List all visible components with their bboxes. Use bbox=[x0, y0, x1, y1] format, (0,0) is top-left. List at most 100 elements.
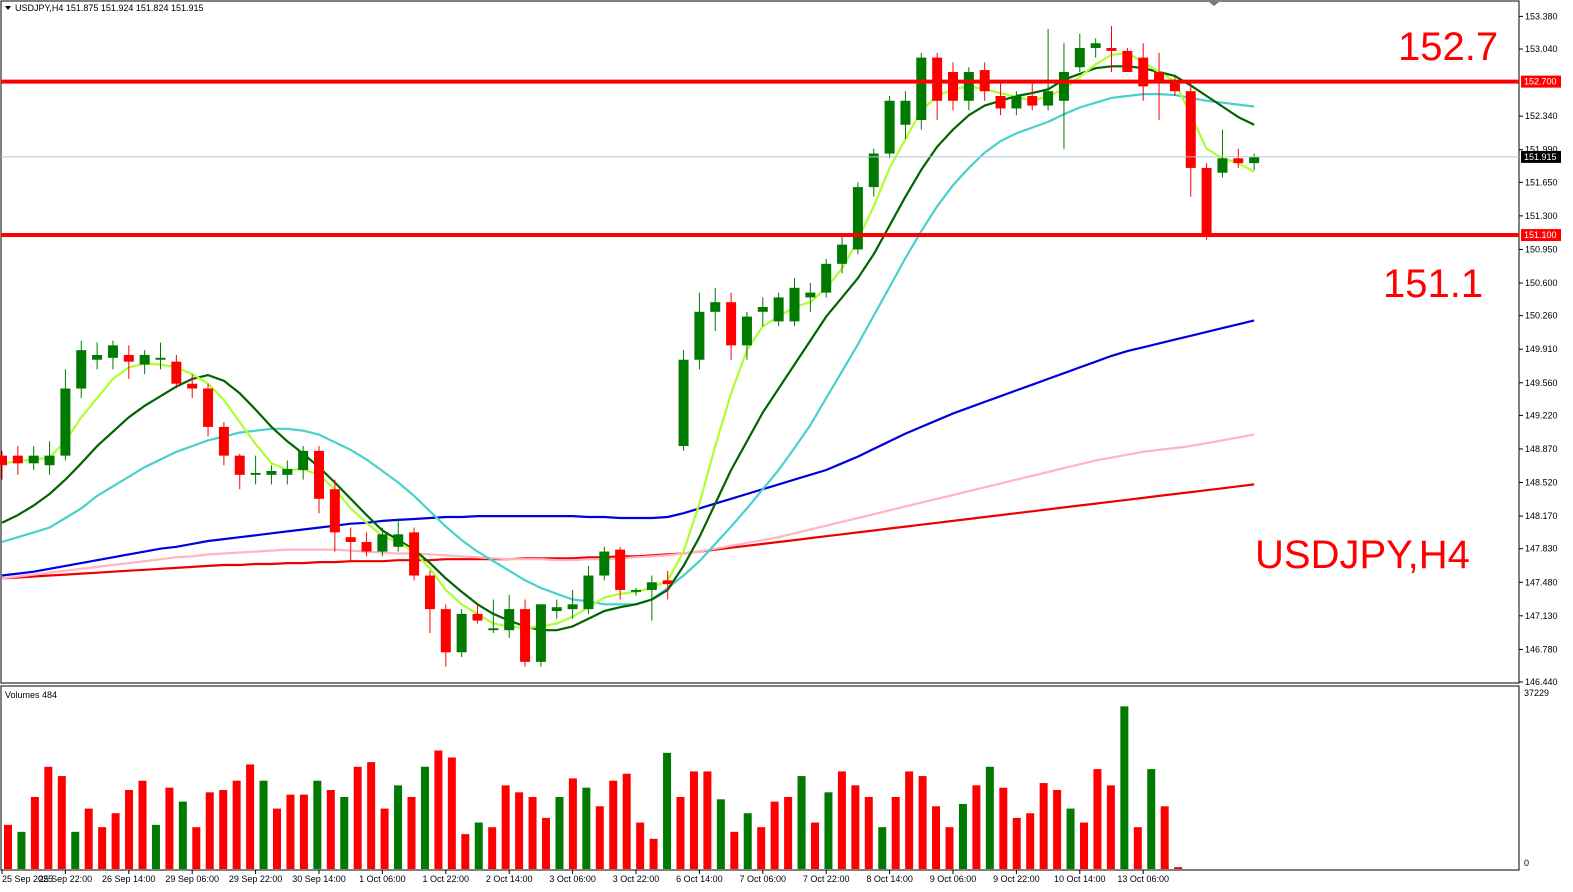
candle-bull bbox=[868, 153, 879, 188]
candle-bull bbox=[646, 582, 657, 590]
price-tick-label: 152.340 bbox=[1525, 111, 1558, 121]
ma-line-ma_red bbox=[1, 483, 1255, 580]
volume-bar bbox=[219, 790, 228, 869]
price-tick-label: 151.990 bbox=[1525, 145, 1558, 155]
levels-layer: 152.700 151.100 151.915 bbox=[1, 75, 1561, 242]
candle-bear bbox=[218, 426, 229, 456]
candle-bull bbox=[92, 354, 103, 360]
candle-bull bbox=[1011, 95, 1022, 109]
ma-line-ma_blue bbox=[1, 319, 1255, 577]
candle-bear bbox=[0, 455, 7, 466]
price-tick-label: 150.950 bbox=[1525, 244, 1558, 254]
volume-bar bbox=[192, 827, 201, 869]
time-tick-label: 1 Oct 06:00 bbox=[359, 874, 406, 884]
price-tick-label: 147.830 bbox=[1525, 544, 1558, 554]
volume-bar bbox=[165, 787, 174, 869]
volume-bar bbox=[447, 757, 456, 869]
volume-bar bbox=[851, 785, 860, 869]
volume-bar bbox=[999, 787, 1008, 869]
candle-bull bbox=[773, 297, 784, 322]
level-price-tag bbox=[1521, 75, 1561, 88]
candle-bull bbox=[757, 306, 768, 312]
volume-bar bbox=[649, 838, 658, 869]
volume-bar bbox=[111, 813, 120, 869]
candle-bull bbox=[1090, 43, 1101, 49]
candle-bull bbox=[139, 354, 150, 365]
volume-bar bbox=[299, 794, 308, 869]
volume-bar bbox=[676, 796, 685, 869]
time-tick-label: 7 Oct 06:00 bbox=[740, 874, 787, 884]
volume-bar bbox=[340, 796, 349, 869]
volume-bar bbox=[542, 817, 550, 869]
moving-averages-layer bbox=[1, 51, 1255, 632]
volume-bar bbox=[811, 822, 819, 869]
candle-bear bbox=[203, 388, 214, 427]
volume-bar bbox=[1080, 822, 1088, 869]
candle-bull bbox=[1043, 91, 1054, 106]
time-tick-label: 10 Oct 14:00 bbox=[1054, 874, 1106, 884]
price-tick-label: 146.440 bbox=[1525, 677, 1558, 687]
price-tick-label: 150.600 bbox=[1525, 278, 1558, 288]
candle-bear bbox=[409, 532, 420, 576]
volume-bar bbox=[259, 780, 268, 869]
candle-bear bbox=[1201, 167, 1212, 236]
volume-bar bbox=[326, 790, 335, 869]
candle-bull bbox=[678, 359, 689, 447]
volume-bar bbox=[71, 831, 80, 869]
price-tick-label: 151.300 bbox=[1525, 211, 1558, 221]
time-tick-label: 9 Oct 06:00 bbox=[930, 874, 977, 884]
volume-bar bbox=[932, 806, 941, 869]
time-tick-label: 26 Sep 14:00 bbox=[102, 874, 156, 884]
volume-bar bbox=[824, 792, 833, 869]
dropdown-triangle-icon[interactable] bbox=[5, 6, 11, 10]
volume-bar bbox=[972, 785, 981, 869]
volume-bar bbox=[1160, 806, 1169, 869]
candle-bull bbox=[488, 628, 499, 631]
candle-bear bbox=[345, 537, 356, 542]
candle-bull bbox=[741, 316, 752, 346]
candle-bull bbox=[900, 100, 911, 125]
price-axis-layer: 153.380 153.040 152.340 151.990 151.650 151.3… bbox=[1519, 11, 1558, 687]
volumes-layer bbox=[4, 706, 1183, 869]
volume-bar bbox=[420, 766, 429, 869]
volume-bar bbox=[353, 766, 362, 869]
candle-bear bbox=[932, 57, 943, 101]
candle-bull bbox=[155, 357, 166, 360]
support-label: 151.1 bbox=[1383, 262, 1483, 306]
ma-line-ma_cyan bbox=[1, 92, 1255, 606]
volume-bar bbox=[528, 796, 537, 869]
candle-bull bbox=[599, 551, 610, 576]
candle-bear bbox=[615, 549, 626, 590]
candle-bear bbox=[520, 609, 531, 662]
candle-bear bbox=[1106, 48, 1117, 51]
volume-bar bbox=[1133, 827, 1142, 869]
candle-bear bbox=[1233, 158, 1244, 164]
volume-bar bbox=[205, 792, 214, 869]
volume-bar bbox=[407, 796, 416, 869]
candle-bear bbox=[1027, 95, 1038, 106]
volume-bar bbox=[84, 808, 93, 869]
volume-bar bbox=[30, 796, 39, 869]
volume-label: Volumes 484 bbox=[5, 690, 57, 700]
candle-bear bbox=[361, 541, 372, 552]
time-tick-label: 9 Oct 22:00 bbox=[993, 874, 1040, 884]
candle-bull bbox=[583, 575, 594, 610]
price-tick-label: 147.130 bbox=[1525, 611, 1558, 621]
chart-shift-marker-icon[interactable] bbox=[1209, 2, 1219, 6]
candles-layer bbox=[0, 25, 1260, 667]
candle-bear bbox=[995, 95, 1006, 109]
candle-bear bbox=[329, 489, 340, 533]
volume-bar bbox=[636, 822, 645, 869]
volume-bar bbox=[138, 780, 147, 869]
price-tick-label: 153.040 bbox=[1525, 44, 1558, 54]
price-panel-frame bbox=[0, 0, 1520, 684]
volume-bar bbox=[905, 771, 914, 869]
volume-bar bbox=[1026, 813, 1035, 869]
candle-bull bbox=[266, 470, 277, 475]
volume-bar bbox=[488, 827, 497, 869]
time-tick-label: 6 Oct 14:00 bbox=[676, 874, 723, 884]
volume-bar bbox=[246, 764, 255, 869]
